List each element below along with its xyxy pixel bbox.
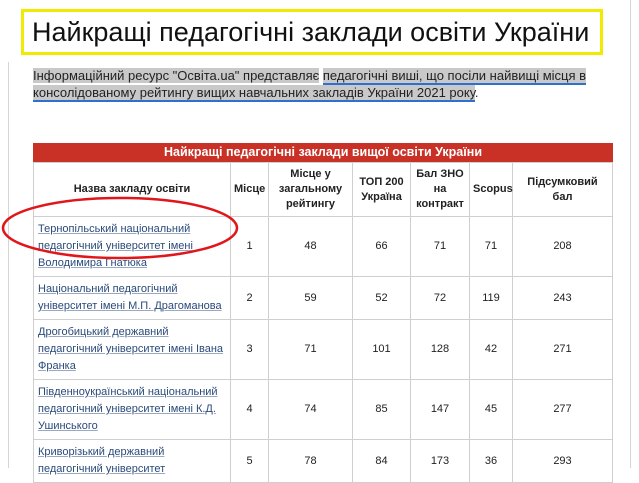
value-cell: 1: [230, 216, 269, 277]
value-cell: 208: [512, 216, 613, 277]
table-row: Криворізький державний педагогічний унів…: [33, 439, 613, 483]
value-cell: 119: [469, 276, 513, 320]
ranking-table: Найкращі педагогічні заклади вищої освіт…: [33, 143, 613, 483]
value-cell: 71: [410, 216, 470, 277]
value-cell: 173: [410, 439, 470, 483]
institution-link[interactable]: Південноукраїнський національний педагог…: [38, 386, 218, 432]
value-cell: 42: [469, 319, 513, 380]
value-cell: 36: [469, 439, 513, 483]
institution-link[interactable]: Національний педагогічний університет ім…: [38, 283, 222, 312]
column-header: ТОП 200 Україна: [352, 162, 411, 217]
page-title: Найкращі педагогічні заклади освіти Укра…: [32, 16, 590, 47]
name-cell: Тернопільський національний педагогічний…: [33, 216, 231, 277]
column-header: Місце у загальному рейтингу: [268, 162, 353, 217]
table-body: Тернопільський національний педагогічний…: [33, 216, 613, 483]
table-row: Національний педагогічний університет ім…: [33, 276, 613, 320]
page-border: [630, 0, 631, 468]
intro-tail: .: [474, 85, 479, 100]
value-cell: 2: [230, 276, 269, 320]
value-cell: 293: [512, 439, 613, 483]
name-cell: Південноукраїнський національний педагог…: [33, 379, 231, 440]
value-cell: 59: [268, 276, 353, 320]
value-cell: 72: [410, 276, 470, 320]
value-cell: 128: [410, 319, 470, 380]
column-header: Scopus: [469, 162, 513, 217]
header-row: Назва закладу освіти Місце Місце у загальн…: [33, 162, 613, 217]
value-cell: 5: [230, 439, 269, 483]
value-cell: 101: [352, 319, 411, 380]
value-cell: 243: [512, 276, 613, 320]
name-cell: Криворізький державний педагогічний унів…: [33, 439, 231, 483]
value-cell: 45: [469, 379, 513, 440]
institution-link[interactable]: Тернопільський національний педагогічний…: [38, 223, 193, 269]
table-row: Південноукраїнський національний педагог…: [33, 379, 613, 440]
value-cell: 147: [410, 379, 470, 440]
intro-text: Інформаційний ресурс "Освіта.ua" предста…: [33, 68, 320, 83]
institution-link[interactable]: Криворізький державний педагогічний унів…: [38, 446, 166, 475]
value-cell: 71: [469, 216, 513, 277]
column-header: Бал ЗНО на контракт: [410, 162, 470, 217]
value-cell: 74: [268, 379, 353, 440]
name-cell: Дрогобицький державний педагогічний унів…: [33, 319, 231, 380]
value-cell: 52: [352, 276, 411, 320]
value-cell: 271: [512, 319, 613, 380]
title-box: Найкращі педагогічні заклади освіти Укра…: [21, 9, 603, 55]
column-header: Назва закладу освіти: [33, 162, 231, 217]
intro: Інформаційний ресурс "Освіта.ua" предста…: [33, 67, 618, 102]
page-border: [8, 62, 9, 468]
value-cell: 277: [512, 379, 613, 440]
value-cell: 66: [352, 216, 411, 277]
column-header: Підсумковий бал: [512, 162, 613, 217]
column-header: Місце: [230, 162, 269, 217]
value-cell: 84: [352, 439, 411, 483]
value-cell: 4: [230, 379, 269, 440]
value-cell: 3: [230, 319, 269, 380]
value-cell: 78: [268, 439, 353, 483]
value-cell: 48: [268, 216, 353, 277]
name-cell: Національний педагогічний університет ім…: [33, 276, 231, 320]
table-caption: Найкращі педагогічні заклади вищої освіт…: [33, 143, 613, 162]
value-cell: 85: [352, 379, 411, 440]
table-row: Тернопільський національний педагогічний…: [33, 216, 613, 277]
table-row: Дрогобицький державний педагогічний унів…: [33, 319, 613, 380]
institution-link[interactable]: Дрогобицький державний педагогічний унів…: [38, 326, 224, 372]
value-cell: 71: [268, 319, 353, 380]
